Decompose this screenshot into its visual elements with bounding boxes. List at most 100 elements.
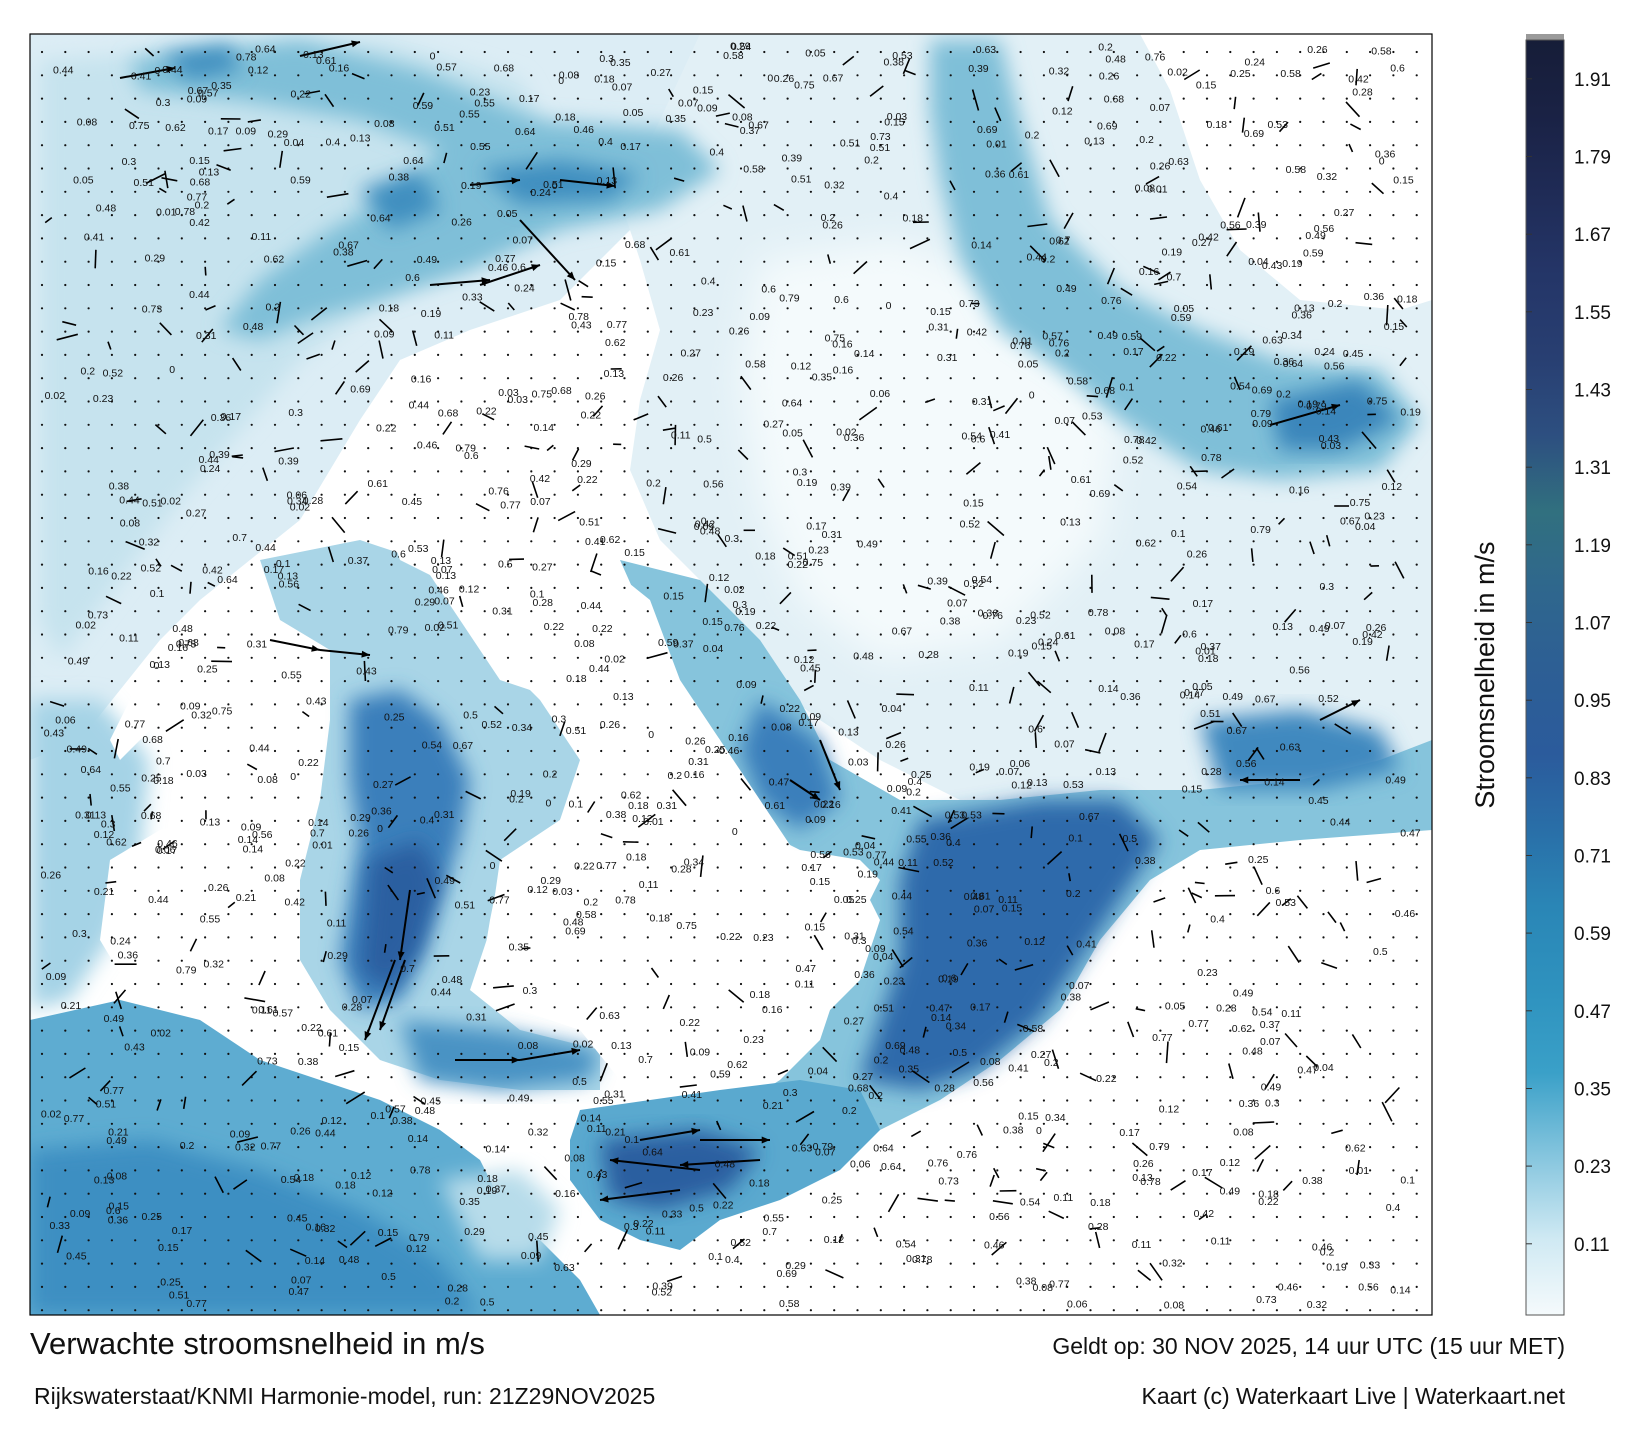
current-dot	[1182, 1285, 1185, 1288]
current-dot	[1205, 1169, 1209, 1172]
current-arrow-small	[896, 693, 915, 696]
current-dot	[670, 400, 673, 403]
current-dot	[693, 190, 696, 193]
current-dot	[1275, 633, 1278, 636]
current-dot	[180, 470, 183, 473]
current-dot	[1205, 74, 1209, 77]
current-dot	[1345, 97, 1348, 100]
current-dot	[1182, 493, 1185, 496]
current-dot	[64, 470, 67, 473]
current-dot	[1252, 610, 1255, 613]
current-dot	[1322, 1122, 1325, 1125]
current-dot	[1066, 1122, 1069, 1125]
current-dot	[250, 167, 253, 170]
current-dot	[646, 353, 649, 356]
speed-label: 0.13	[199, 167, 220, 179]
current-dot	[227, 1029, 230, 1032]
speed-label: 0.05	[1174, 303, 1195, 315]
speed-label: 0.77	[607, 319, 628, 331]
current-dot	[1369, 796, 1372, 799]
current-dot	[1345, 726, 1348, 729]
current-dot	[297, 400, 300, 403]
current-dot	[320, 1006, 323, 1009]
current-dot	[64, 330, 67, 333]
speed-label: 0.18	[903, 213, 924, 225]
current-dot	[273, 50, 277, 54]
current-dot	[390, 610, 393, 613]
current-dot	[460, 796, 463, 799]
current-dot	[1369, 493, 1372, 496]
current-dot	[1275, 400, 1278, 403]
current-dot	[1322, 843, 1325, 846]
current-dot	[367, 726, 370, 729]
current-dot	[343, 190, 346, 193]
speed-label: 0.04	[703, 643, 724, 655]
current-dot	[576, 493, 580, 496]
current-dot	[134, 1052, 137, 1055]
current-dot	[856, 982, 859, 986]
current-dot	[646, 493, 649, 496]
current-dot	[926, 563, 929, 566]
speed-label: 0.48	[96, 202, 117, 214]
current-dot	[972, 74, 976, 77]
current-dot	[1345, 1122, 1348, 1125]
current-dot	[856, 540, 859, 543]
current-dot	[1299, 1215, 1302, 1219]
current-dot	[530, 260, 533, 263]
speed-label: 0.19	[1352, 636, 1373, 648]
current-dot	[1159, 889, 1162, 892]
current-dot	[1136, 1285, 1139, 1288]
current-dot	[1042, 540, 1045, 543]
current-dot	[646, 936, 649, 939]
current-dot	[157, 843, 160, 846]
current-dot	[1159, 1076, 1162, 1079]
current-dot	[1369, 97, 1372, 100]
speed-label: 0.05	[1192, 681, 1213, 693]
current-dot	[64, 749, 67, 753]
speed-label: 0.17	[801, 862, 822, 874]
current-dot	[157, 656, 160, 659]
current-dot	[926, 1146, 929, 1149]
speed-label: 0.2	[864, 155, 879, 167]
current-dot	[40, 703, 44, 706]
current-dot	[1042, 1099, 1045, 1102]
current-dot	[1136, 1309, 1139, 1312]
current-dot	[250, 283, 253, 287]
current-dot	[1252, 190, 1255, 193]
current-dot	[763, 913, 766, 916]
current-dot	[273, 819, 277, 823]
speed-label: 0.01	[156, 206, 177, 218]
current-dot	[1299, 167, 1302, 170]
current-dot	[87, 423, 90, 426]
current-dot	[670, 703, 673, 706]
current-dot	[1322, 889, 1325, 892]
current-dot	[879, 237, 882, 240]
current-dot	[1299, 819, 1302, 823]
current-dot	[996, 1285, 999, 1288]
current-dot	[320, 1239, 323, 1242]
speed-label: 0.15	[663, 590, 684, 602]
speed-label: 0.22	[291, 89, 312, 101]
current-dot	[1299, 1146, 1302, 1149]
speed-label: 0.17	[519, 93, 540, 105]
speed-label: 0.09	[801, 711, 822, 723]
current-dot	[1112, 656, 1115, 659]
current-dot	[1345, 982, 1348, 986]
speed-label: 0.41	[990, 429, 1011, 441]
current-dot	[763, 726, 766, 729]
speed-label: 0.21	[94, 886, 115, 898]
current-dot	[343, 447, 346, 450]
current-dot	[670, 1239, 673, 1242]
current-dot	[1042, 796, 1045, 799]
current-dot	[670, 563, 673, 566]
current-dot	[1229, 703, 1232, 706]
current-dot	[1322, 470, 1325, 473]
current-dot	[716, 353, 719, 356]
speed-label: 0.47	[796, 963, 817, 975]
speed-label: 0.2	[1328, 298, 1343, 310]
current-dot	[809, 936, 813, 939]
current-dot	[40, 1239, 44, 1242]
current-dot	[646, 237, 649, 240]
current-dot	[1182, 913, 1185, 916]
current-dot	[1229, 307, 1232, 310]
